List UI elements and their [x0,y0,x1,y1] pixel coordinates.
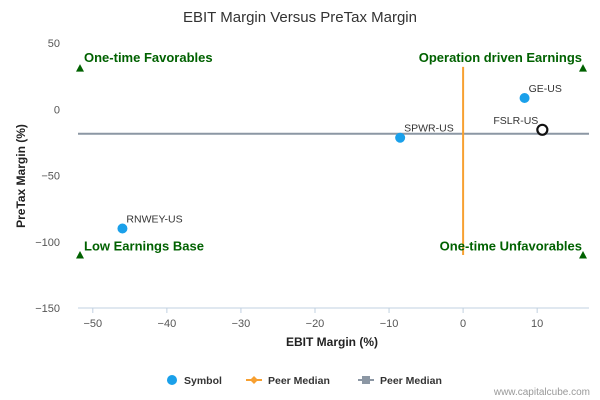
peer-median-lines [78,66,589,255]
x-tick-label: −40 [158,318,177,330]
legend: Symbol Peer Median Peer Median [167,375,442,387]
quadrant-labels: One-time Favorables Operation driven Earn… [76,50,587,259]
x-axis-ticks: −50 −40 −30 −20 −10 0 10 [83,308,543,330]
quadrant-triangle-marker [76,251,84,259]
y-tick-label: −50 [41,171,60,183]
point-label: FSLR-US [493,115,538,127]
data-point[interactable] [117,223,128,234]
data-points: RNWEY-US SPWR-US GE-US FSLR-US [117,83,562,234]
legend-label: Peer Median [380,375,442,387]
y-axis-title: PreTax Margin (%) [14,124,28,228]
legend-item[interactable]: Peer Median [246,375,330,387]
quadrant-label-bottom-right: One-time Unfavorables [440,239,582,254]
legend-item[interactable]: Peer Median [358,375,442,387]
legend-diamond [250,376,258,384]
y-tick-label: −150 [35,303,60,315]
y-tick-label: 50 [48,38,60,50]
quadrant-triangle-marker [579,64,587,72]
data-point-highlight[interactable] [536,123,549,136]
x-tick-label: −10 [380,318,399,330]
quadrant-label-top-left: One-time Favorables [84,50,213,65]
x-tick-label: −30 [232,318,251,330]
point-label: GE-US [529,83,562,95]
data-point[interactable] [519,92,530,103]
quadrant-triangle-marker [579,251,587,259]
legend-symbol-circle [167,375,177,385]
quadrant-label-bottom-left: Low Earnings Base [84,239,204,254]
x-tick-label: −50 [83,318,102,330]
point-label: SPWR-US [404,123,454,135]
plot-area: −50 −40 −30 −20 −10 0 10 500−50−100−150 One-ti… [35,38,589,330]
x-axis-title: EBIT Margin (%) [286,335,378,349]
legend-square [362,376,370,384]
x-tick-label: −20 [306,318,325,330]
quadrant-triangle-marker [76,64,84,72]
quadrant-label-top-right: Operation driven Earnings [419,50,582,65]
x-tick-label: 10 [531,318,543,330]
legend-item[interactable]: Symbol [167,375,222,387]
x-tick-label: 0 [460,318,466,330]
chart-title: EBIT Margin Versus PreTax Margin [183,9,417,26]
data-point[interactable] [395,132,406,143]
credit-text: www.capitalcube.com [493,387,590,398]
y-axis-ticks: 50 0 −50 −100 −150 [35,38,60,315]
plot-background [78,43,589,308]
legend-label: Symbol [184,375,222,387]
y-tick-label: −100 [35,237,60,249]
point-label: RNWEY-US [126,214,182,226]
y-tick-label: 0 [54,104,60,116]
legend-label: Peer Median [268,375,330,387]
